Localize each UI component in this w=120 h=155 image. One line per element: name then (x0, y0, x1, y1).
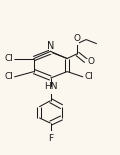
Text: N: N (47, 41, 54, 51)
Text: Cl: Cl (4, 54, 13, 63)
Bar (76, 40, 79, 45)
Text: F: F (48, 134, 53, 143)
Bar (86, 59, 89, 64)
Text: O: O (74, 34, 81, 43)
Bar (47, 87, 54, 94)
Text: HN: HN (44, 82, 57, 91)
Text: Cl: Cl (84, 72, 93, 81)
Text: Cl: Cl (4, 72, 13, 81)
Bar (49, 49, 52, 54)
Text: O: O (87, 57, 94, 66)
Bar (49, 131, 52, 136)
